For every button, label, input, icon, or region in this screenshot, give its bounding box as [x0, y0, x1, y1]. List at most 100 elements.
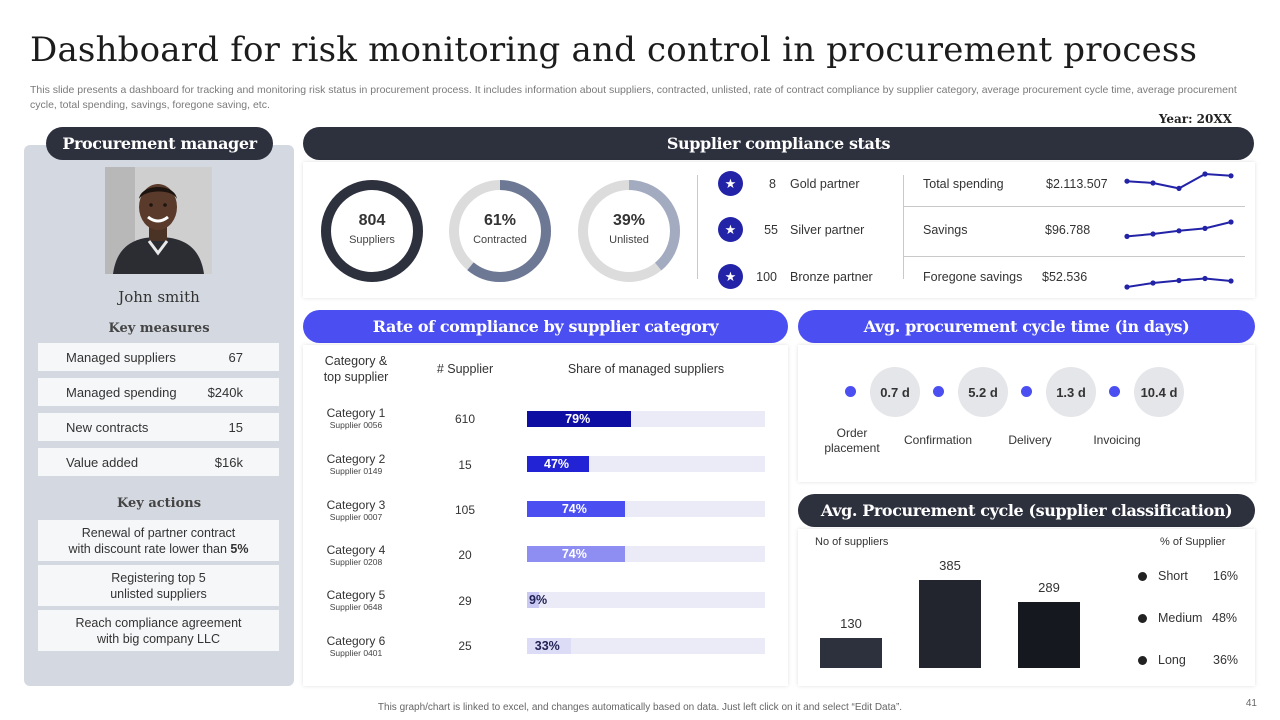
financial-value: $2.113.507: [1046, 177, 1108, 191]
sparkline-point: [1176, 228, 1182, 234]
supplier-count: 15: [458, 458, 472, 472]
compliance-stats-card: [303, 162, 1255, 298]
stage-dot-icon: [845, 386, 856, 397]
sparkline-point: [1150, 180, 1156, 186]
share-bar-track: 33%: [527, 638, 765, 654]
share-bar-fill: [527, 411, 632, 427]
cycle-value: 5.2 d: [958, 367, 1008, 417]
supplier-pct-head: % of Supplier: [1160, 536, 1226, 548]
measure-row: Managed spending $240k: [38, 378, 279, 406]
share-bar-label: 9%: [529, 593, 548, 607]
cycle-time-header: Avg. procurement cycle time (in days): [798, 310, 1255, 343]
share-bar-label: 74%: [561, 547, 587, 561]
financial-value: $52.536: [1042, 270, 1088, 284]
supplier-count: 20: [458, 548, 472, 562]
bar-long: [1018, 601, 1080, 668]
stage-label: Delivery: [1008, 433, 1052, 447]
financial-label: Savings: [923, 223, 968, 237]
ring-arc: [449, 180, 551, 282]
sparkline-point: [1228, 219, 1234, 225]
stage-dot-icon: [933, 386, 944, 397]
bar-medium: [919, 580, 981, 668]
stage-label: Order placement: [824, 426, 880, 455]
category-name: Category 5: [326, 588, 386, 602]
category-supplier: Supplier 0056: [329, 420, 383, 430]
divider: [903, 256, 1245, 257]
partner-count: 55: [764, 223, 778, 237]
total-spending-sparkline: [1124, 171, 1234, 191]
ring-label: Suppliers: [349, 234, 395, 246]
cycle-value: 0.7 d: [870, 367, 920, 417]
measure-row: New contracts 15: [38, 413, 279, 441]
legend-pct: 16%: [1213, 569, 1239, 583]
share-bar-label: 47%: [544, 457, 570, 471]
legend-bullet-icon: [1138, 614, 1147, 623]
legend-pct: 36%: [1213, 653, 1239, 667]
ring-value: 804: [358, 212, 386, 229]
category-supplier: Supplier 0401: [329, 648, 383, 658]
financial-value: $96.788: [1045, 223, 1091, 237]
partner-label: Bronze partner: [790, 270, 873, 284]
ring-value: 61%: [483, 212, 517, 229]
category-supplier: Supplier 0648: [329, 602, 383, 612]
bar-value-label: 289: [1038, 579, 1060, 595]
share-bar-track: 74%: [527, 501, 765, 517]
page-number: 41: [1245, 698, 1257, 709]
legend-pct: 48%: [1212, 611, 1238, 625]
supplier-count: 29: [458, 594, 472, 608]
star-badge-icon: ★: [718, 171, 743, 196]
sparkline-point: [1150, 280, 1156, 286]
share-bar-track: 74%: [527, 546, 765, 562]
contracted-ring: 61% Contracted: [447, 178, 553, 284]
cycle-value: 10.4 d: [1134, 367, 1184, 417]
category-name: Category 4: [326, 543, 386, 557]
category-name: Category 1: [326, 406, 386, 420]
share-bar-label: 33%: [534, 639, 560, 653]
measure-value: $240k: [207, 384, 243, 400]
rate-compliance-header: Rate of compliance by supplier category: [303, 310, 788, 343]
foregone-savings-sparkline: [1124, 275, 1234, 290]
action-line: unlisted suppliers: [110, 586, 207, 601]
action-item: Reach compliance agreement with big comp…: [38, 610, 279, 651]
category-name: Category 6: [326, 634, 386, 648]
savings-sparkline: [1124, 219, 1234, 239]
ring-arc: [321, 180, 423, 282]
sparkline-point: [1228, 278, 1234, 284]
financial-label: Foregone savings: [923, 270, 1023, 284]
sparkline-point: [1124, 284, 1130, 290]
supplier-count: 25: [458, 639, 472, 653]
sparkline-point: [1124, 233, 1130, 239]
action-line: Renewal of partner contract: [81, 525, 236, 540]
supplier-count: 610: [454, 412, 476, 426]
sparkline-point: [1176, 277, 1182, 284]
legend-label: Medium: [1158, 611, 1203, 625]
measure-value: 15: [228, 419, 243, 435]
action-line: Registering top 5: [111, 570, 206, 585]
sparkline-point: [1124, 178, 1130, 184]
ring-label: Unlisted: [609, 234, 649, 246]
category-supplier: Supplier 0149: [329, 466, 383, 476]
category-supplier: Supplier 0208: [329, 557, 383, 567]
column-header-category: Category & top supplier: [323, 354, 389, 384]
ring-value: 39%: [612, 212, 646, 229]
share-bar-fill: [527, 546, 625, 562]
column-header-share: Share of managed suppliers: [567, 362, 725, 376]
stage-dot-icon: [1109, 386, 1120, 397]
suppliers-ring: 804 Suppliers: [319, 178, 425, 284]
action-highlight: 5%: [230, 541, 249, 556]
avatar: [105, 167, 212, 274]
share-bar-track: 79%: [527, 411, 765, 427]
category-name: Category 2: [326, 452, 386, 466]
sparkline-point: [1202, 275, 1208, 282]
compliance-stats-header: Supplier compliance stats: [303, 127, 1254, 160]
measure-row: Value added $16k: [38, 448, 279, 476]
partner-count: 8: [769, 177, 776, 191]
share-bar-fill: [527, 638, 571, 654]
stage-label: Confirmation: [903, 433, 973, 447]
legend-bullet-icon: [1138, 572, 1147, 581]
partner-label: Gold partner: [790, 177, 860, 191]
column-header-supplier: # Supplier: [436, 362, 494, 376]
legend-label: Long: [1158, 653, 1186, 667]
stage-label: Invoicing: [1093, 433, 1141, 447]
key-actions-title: Key actions: [116, 496, 202, 511]
